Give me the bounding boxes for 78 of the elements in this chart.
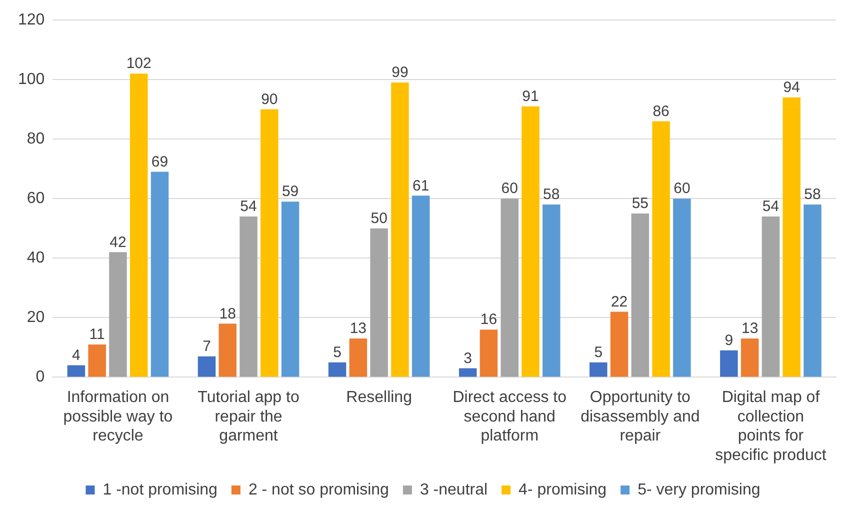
data-label: 54	[762, 198, 780, 216]
data-label: 102	[126, 55, 152, 72]
bar	[590, 362, 608, 377]
bar	[109, 252, 127, 377]
bar	[391, 82, 409, 377]
bar	[610, 312, 628, 377]
x-tick-label: Direct access to second hand platform	[452, 389, 567, 445]
data-label: 58	[543, 186, 560, 204]
bar	[740, 338, 759, 377]
data-label: 90	[261, 90, 278, 108]
legend-label: 5- very promising	[638, 481, 760, 498]
y-tick-label: 60	[26, 190, 45, 208]
data-label: 5	[594, 344, 603, 361]
bar	[652, 121, 670, 377]
bar	[349, 338, 368, 377]
bar	[458, 368, 477, 377]
data-label: 13	[741, 320, 758, 338]
x-tick-label: Opportunity to disassembly and repair	[580, 389, 700, 445]
bar	[542, 204, 560, 377]
bar	[480, 330, 498, 377]
x-tick-label: Reselling	[346, 389, 412, 406]
data-label: 61	[412, 177, 430, 194]
bar	[328, 362, 346, 377]
legend-label: 3 -neutral	[420, 481, 488, 498]
y-tick-label: 80	[26, 130, 45, 148]
data-label: 5	[333, 344, 342, 361]
data-label: 13	[350, 320, 367, 338]
bar	[198, 356, 216, 377]
data-label: 22	[610, 293, 628, 310]
data-label: 99	[392, 64, 408, 82]
data-label: 16	[480, 311, 498, 328]
data-label: 11	[89, 326, 105, 344]
data-label: 59	[282, 183, 299, 200]
x-tick-label: Information on possible way to recycle	[63, 389, 173, 445]
bar	[500, 198, 518, 377]
bar	[88, 344, 106, 377]
bar	[720, 350, 738, 377]
x-tick-label: Digital map of collection points for specific product	[715, 389, 827, 464]
data-label: 54	[240, 198, 257, 216]
bar	[260, 109, 278, 377]
bar	[281, 202, 300, 377]
y-tick-label: 0	[36, 368, 45, 386]
bar	[631, 213, 650, 377]
data-label: 4	[72, 346, 80, 364]
data-label: 50	[370, 210, 388, 228]
bar	[522, 106, 540, 377]
data-label: 86	[652, 102, 670, 120]
bar	[762, 216, 780, 377]
bar	[130, 74, 148, 377]
bar	[782, 97, 800, 377]
bar	[804, 204, 822, 377]
data-label: 55	[632, 195, 649, 212]
bar	[150, 172, 169, 377]
legend-label: 4- promising	[518, 481, 607, 498]
bar	[218, 324, 237, 377]
data-label: 91	[522, 88, 539, 105]
bar	[412, 196, 430, 377]
x-tick-label: Tutorial app to repair the garment	[198, 389, 300, 445]
bar	[67, 365, 86, 377]
bar	[673, 198, 691, 377]
data-label: 7	[202, 338, 211, 356]
legend-label: 1 -not promising	[102, 481, 218, 498]
y-tick-label: 120	[18, 11, 45, 28]
bar	[240, 216, 258, 377]
bar	[370, 228, 388, 377]
y-tick-label: 20	[26, 309, 45, 326]
legend-label: 2 - not so promising	[248, 481, 389, 498]
data-label: 58	[804, 186, 821, 204]
y-tick-label: 40	[26, 250, 45, 267]
data-label: 3	[464, 350, 472, 367]
data-label: 69	[151, 153, 168, 170]
data-label: 94	[783, 79, 800, 96]
y-tick-label: 100	[18, 70, 45, 88]
data-label: 42	[110, 234, 126, 251]
data-label: 9	[724, 332, 734, 350]
data-label: 60	[674, 180, 690, 198]
data-label: 60	[501, 180, 518, 198]
data-label: 18	[219, 305, 236, 322]
